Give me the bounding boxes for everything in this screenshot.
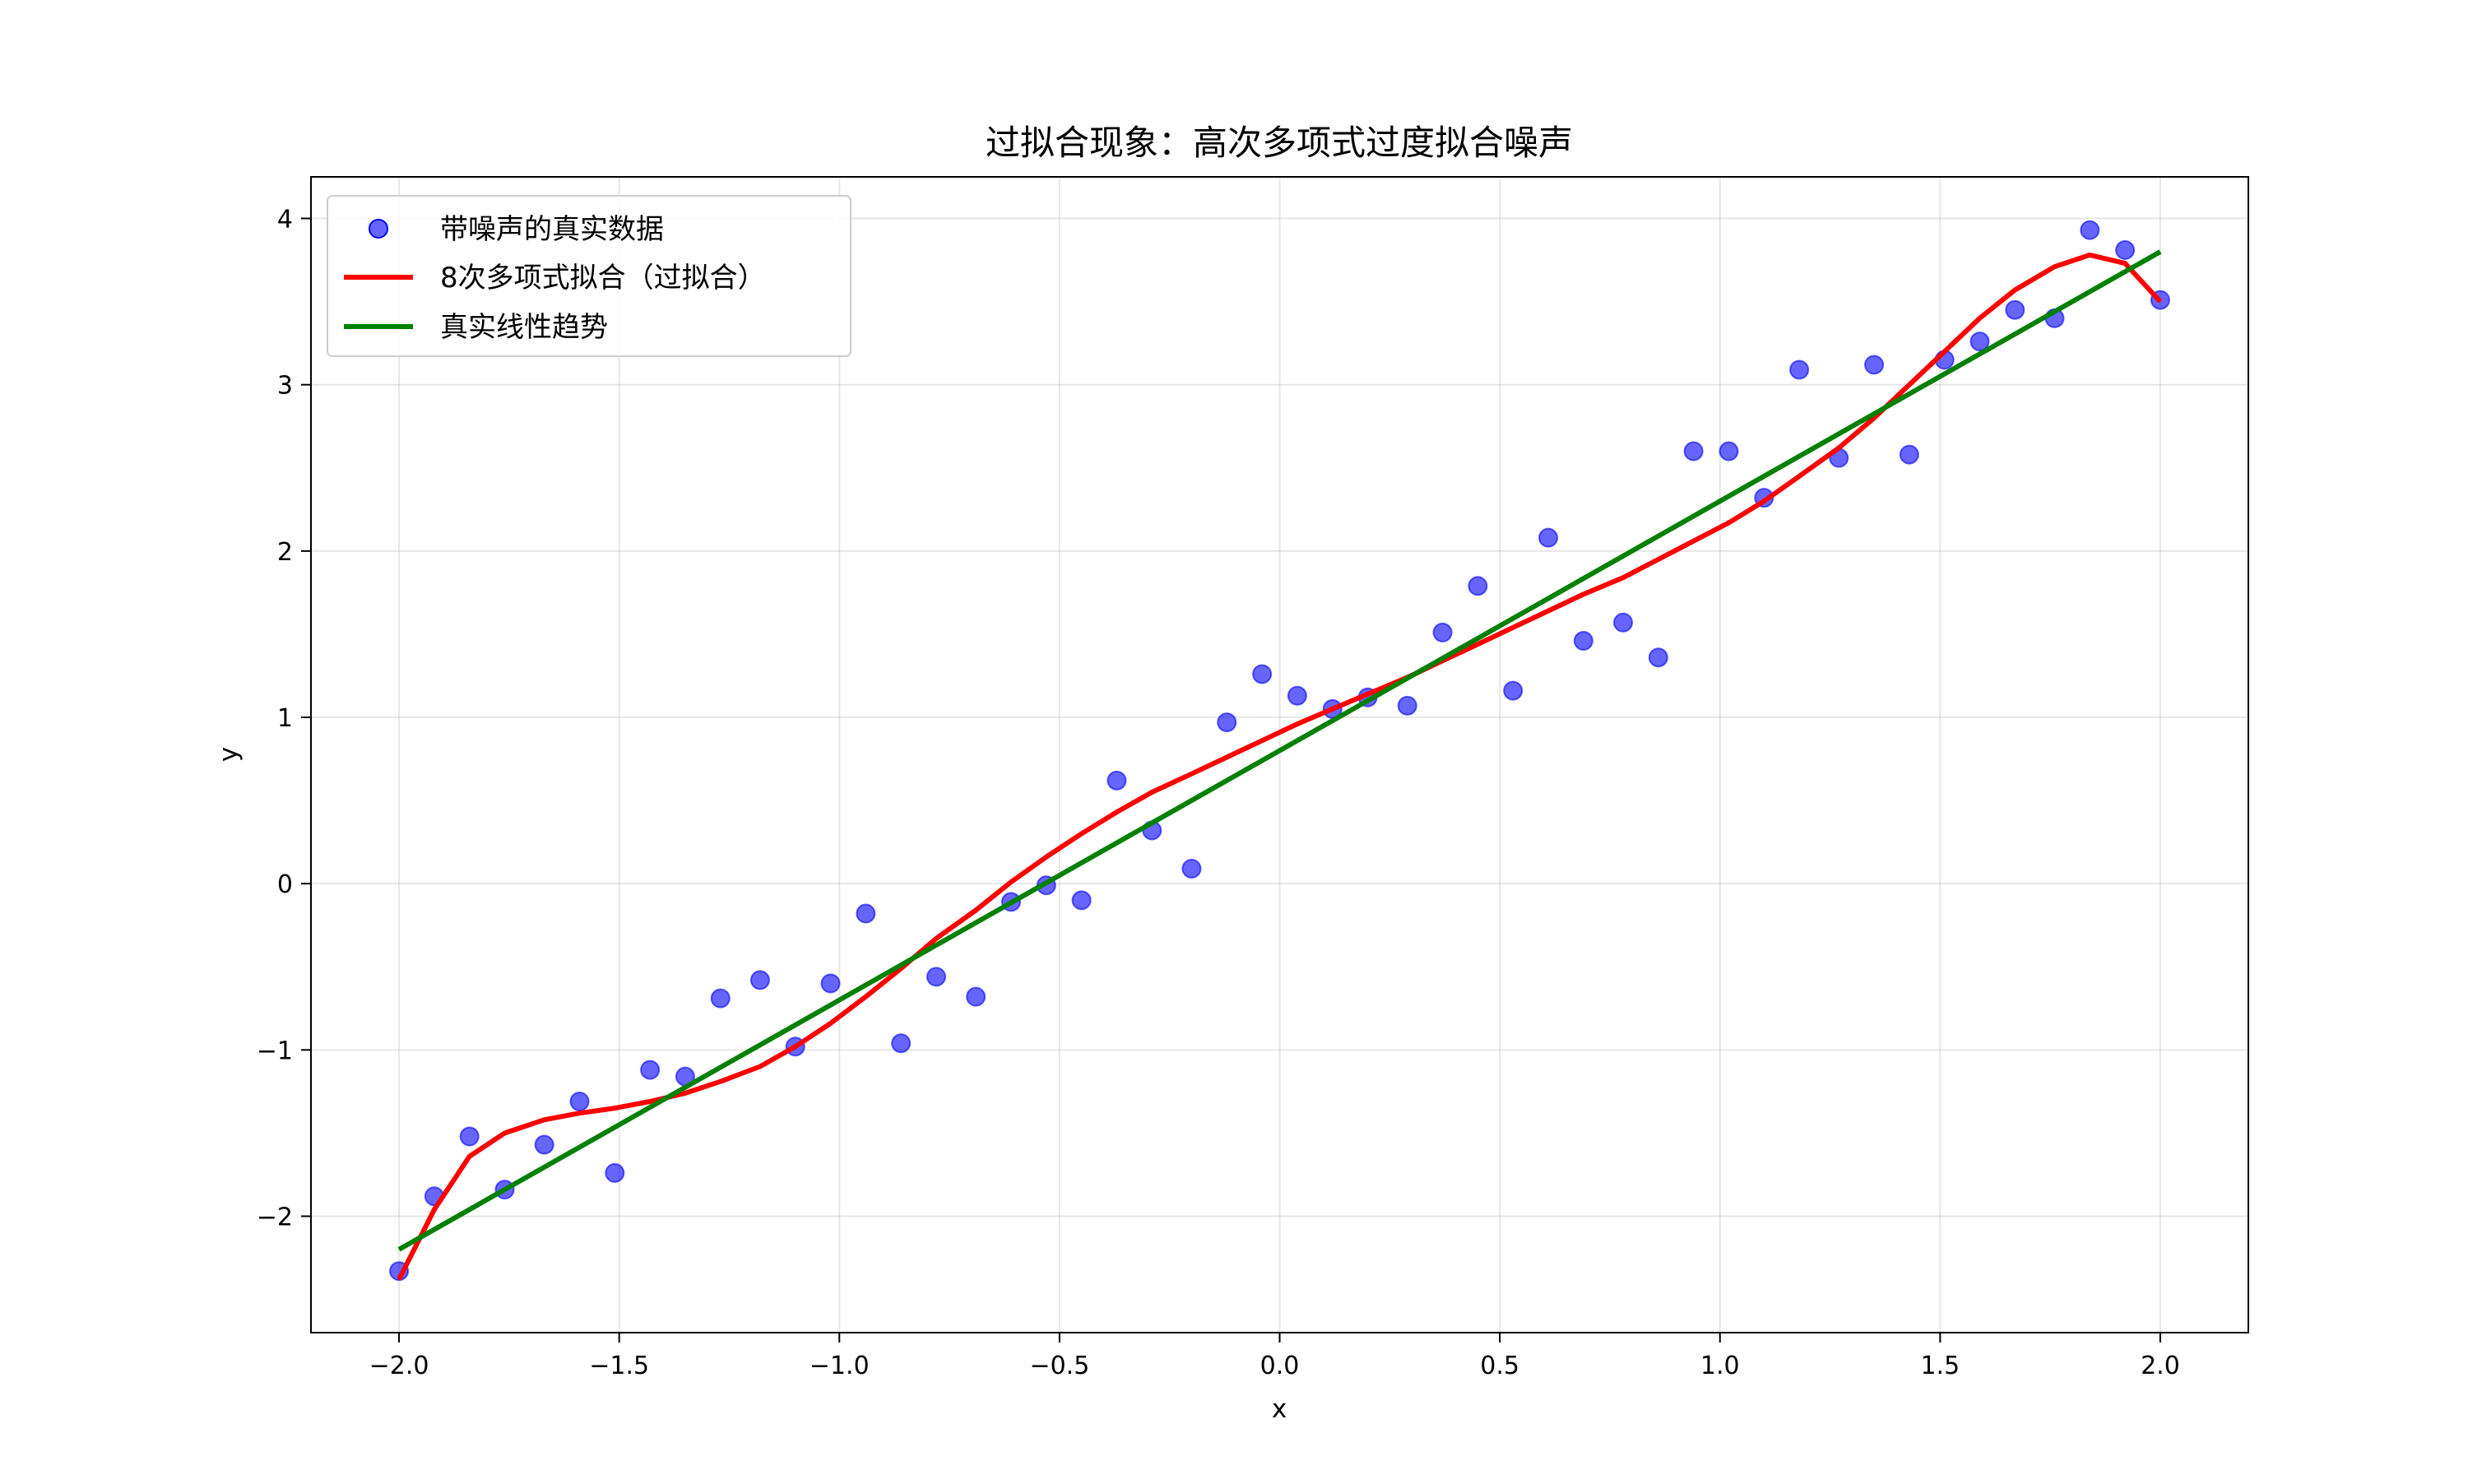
data-point: [1899, 444, 1919, 465]
data-point: [710, 988, 731, 1009]
data-point: [1397, 695, 1417, 716]
series-layer: [389, 220, 2170, 1282]
legend-marker-scatter: [369, 219, 388, 239]
y-tick-label: 3: [277, 372, 293, 401]
data-point: [1789, 359, 1810, 380]
x-tick-label: −1.5: [589, 1352, 649, 1380]
trend-line: [397, 249, 2162, 1252]
data-point: [1287, 685, 1307, 706]
data-point: [1071, 890, 1092, 911]
grid: [311, 177, 2248, 1333]
data-point: [820, 973, 841, 994]
data-point: [1468, 576, 1488, 596]
data-point: [1648, 647, 1668, 668]
data-point: [1503, 680, 1524, 701]
data-point: [856, 903, 876, 924]
data-point: [2005, 299, 2025, 320]
data-point: [1683, 441, 1704, 461]
chart-title: 过拟合现象：高次多项式过度拟合噪声: [986, 123, 1573, 163]
x-tick-label: 0.5: [1480, 1352, 1519, 1380]
legend-label-trend: 真实线性趋势: [440, 311, 608, 344]
data-point: [749, 970, 770, 990]
data-point: [569, 1092, 590, 1111]
y-tick-label: 4: [277, 206, 293, 234]
data-point: [1432, 622, 1453, 642]
legend-box: [327, 195, 851, 357]
data-point: [1864, 355, 1885, 375]
x-tick-label: −2.0: [369, 1352, 429, 1380]
legend: 带噪声的真实数据 8次多项式拟合（过拟合） 真实线性趋势: [327, 195, 851, 357]
data-point: [1719, 441, 1739, 461]
y-axis-label: y: [214, 747, 244, 762]
data-point: [459, 1126, 480, 1147]
x-axis-label: x: [1272, 1394, 1287, 1424]
x-tick-label: 1.0: [1700, 1352, 1740, 1380]
ticks: −2.0 −1.5 −1.0 −0.5 0.0 0.5 1.0 1.5 2.0 −2 −1 0 1 2 3 4: [257, 206, 2180, 1380]
data-point: [1106, 770, 1127, 791]
legend-label-overfit: 8次多项式拟合（过拟合）: [440, 262, 766, 294]
legend-label-data: 带噪声的真实数据: [440, 213, 664, 246]
y-tick-label: −1: [257, 1036, 293, 1065]
data-point: [1217, 712, 1237, 733]
data-point: [534, 1134, 554, 1155]
x-tick-label: 1.5: [1920, 1352, 1960, 1380]
x-tick-label: −0.5: [1029, 1352, 1089, 1380]
x-tick-label: 0.0: [1260, 1352, 1300, 1380]
data-point: [640, 1060, 661, 1080]
data-point: [2115, 239, 2136, 260]
data-point: [605, 1162, 625, 1183]
data-point: [966, 986, 986, 1007]
data-point: [1181, 858, 1202, 879]
data-point: [891, 1033, 912, 1054]
data-point: [1573, 631, 1594, 652]
y-tick-label: 2: [277, 538, 293, 567]
data-point: [926, 967, 947, 987]
x-tick-label: 2.0: [2141, 1352, 2180, 1380]
y-tick-label: 1: [277, 704, 293, 733]
data-point: [1252, 664, 1273, 684]
overfit-line: [397, 253, 2163, 1281]
data-point: [1538, 527, 1558, 548]
data-point: [2080, 220, 2100, 240]
y-tick-label: 0: [277, 870, 293, 899]
y-tick-label: −2: [257, 1203, 293, 1231]
data-point: [1969, 332, 1990, 352]
data-point: [1612, 612, 1633, 633]
x-tick-label: −1.0: [810, 1352, 870, 1380]
